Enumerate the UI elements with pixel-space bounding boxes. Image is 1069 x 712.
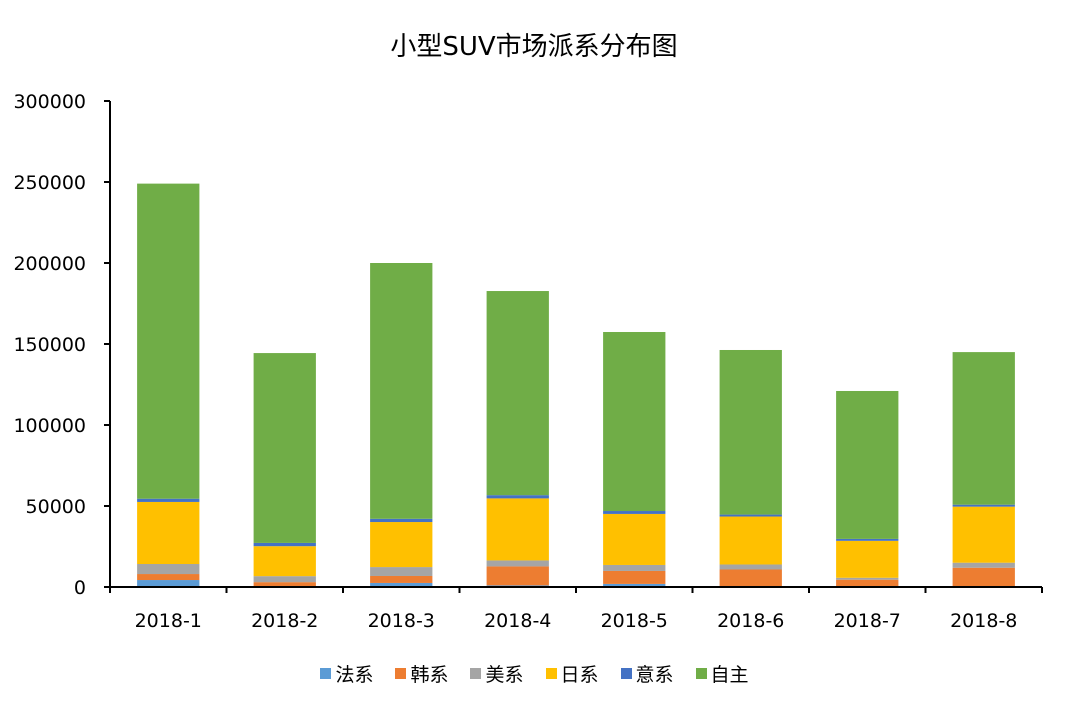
y-tick-label: 250000 (13, 172, 86, 194)
legend-swatch (320, 668, 332, 679)
bar-segment (603, 564, 666, 571)
legend-label: 法系 (335, 664, 374, 686)
legend-label: 日系 (560, 664, 599, 686)
x-tick-label: 2018-7 (834, 610, 901, 632)
bar-segment (719, 516, 782, 565)
legend-label: 自主 (710, 664, 749, 686)
bar-segment (952, 506, 1015, 563)
bar-segment (253, 546, 316, 577)
bar-segment (719, 569, 782, 587)
x-tick-label: 2018-3 (368, 610, 435, 632)
bar-segment (603, 570, 666, 584)
legend-swatch (695, 668, 707, 679)
bar-segment (603, 513, 666, 565)
legend-item: 自主 (695, 660, 749, 687)
legend-label: 美系 (485, 664, 524, 686)
bar-segment (137, 574, 200, 581)
legend-item: 法系 (320, 660, 373, 687)
bar-segment (952, 567, 1015, 587)
bar-segment (486, 566, 549, 586)
y-tick-label: 200000 (13, 253, 86, 275)
legend-item: 日系 (545, 660, 599, 687)
bar-segment (137, 501, 200, 564)
x-tick-label: 2018-5 (601, 610, 668, 632)
x-axis: 2018-1 2018-2 2018-3 2018-4 2018-5 2018-6 2018… (109, 586, 1043, 632)
bar-segment (719, 564, 782, 570)
bars-group (137, 183, 1015, 587)
bar-segment (370, 263, 433, 519)
bar-segment (137, 498, 200, 502)
legend-swatch (395, 668, 407, 679)
legend-swatch (470, 668, 482, 679)
bar-segment (603, 332, 666, 512)
bar-segment (836, 579, 899, 587)
legend-item: 美系 (470, 660, 524, 687)
y-tick-label: 50000 (26, 496, 86, 518)
y-tick-label: 150000 (13, 334, 86, 356)
bar-segment (370, 575, 433, 583)
x-tick-label: 2018-2 (251, 610, 318, 632)
bar-segment (486, 498, 549, 561)
bar-segment (253, 542, 316, 547)
bar-segment (137, 183, 200, 499)
bar-segment (486, 495, 549, 499)
y-tick-label: 300000 (13, 91, 86, 113)
y-axis: 0 50000 100000 150000 200000 250000 300000 (13, 91, 111, 599)
bar-segment (952, 562, 1015, 568)
y-tick-label: 100000 (13, 415, 86, 437)
bar-segment (603, 511, 666, 514)
chart-title: 小型SUV市场派系分布图 (390, 32, 677, 62)
bar-segment (836, 577, 899, 580)
bar-segment (719, 349, 782, 515)
legend-label: 意系 (635, 664, 674, 686)
bar-segment (370, 518, 433, 523)
bar-segment (370, 567, 433, 576)
legend-label: 韩系 (410, 664, 449, 686)
x-tick-label: 2018-8 (950, 610, 1017, 632)
y-tick-label: 0 (74, 577, 86, 599)
bar-segment (952, 352, 1015, 505)
x-tick-label: 2018-4 (484, 610, 551, 632)
bar-segment (137, 580, 200, 587)
bar-segment (952, 504, 1015, 507)
bar-segment (836, 390, 899, 539)
bar-segment (253, 576, 316, 583)
bar-segment (486, 560, 549, 567)
bar-segment (137, 564, 200, 575)
bar-segment (836, 538, 899, 541)
bar-segment (253, 353, 316, 543)
bar-segment (486, 291, 549, 496)
legend-swatch (620, 668, 632, 679)
bar-segment (370, 582, 433, 587)
legend-item: 韩系 (395, 660, 448, 687)
bar-segment (719, 514, 782, 517)
bar-segment (370, 522, 433, 568)
bar-segment (253, 582, 316, 587)
legend-swatch (545, 668, 557, 679)
legend: 法系 韩系 美系 日系 意系 自主 (0, 660, 1069, 687)
legend-item: 意系 (620, 660, 674, 687)
x-tick-label: 2018-6 (717, 610, 784, 632)
x-tick-label: 2018-1 (135, 610, 202, 632)
bar-segment (836, 540, 899, 578)
bar-segment (603, 583, 666, 587)
